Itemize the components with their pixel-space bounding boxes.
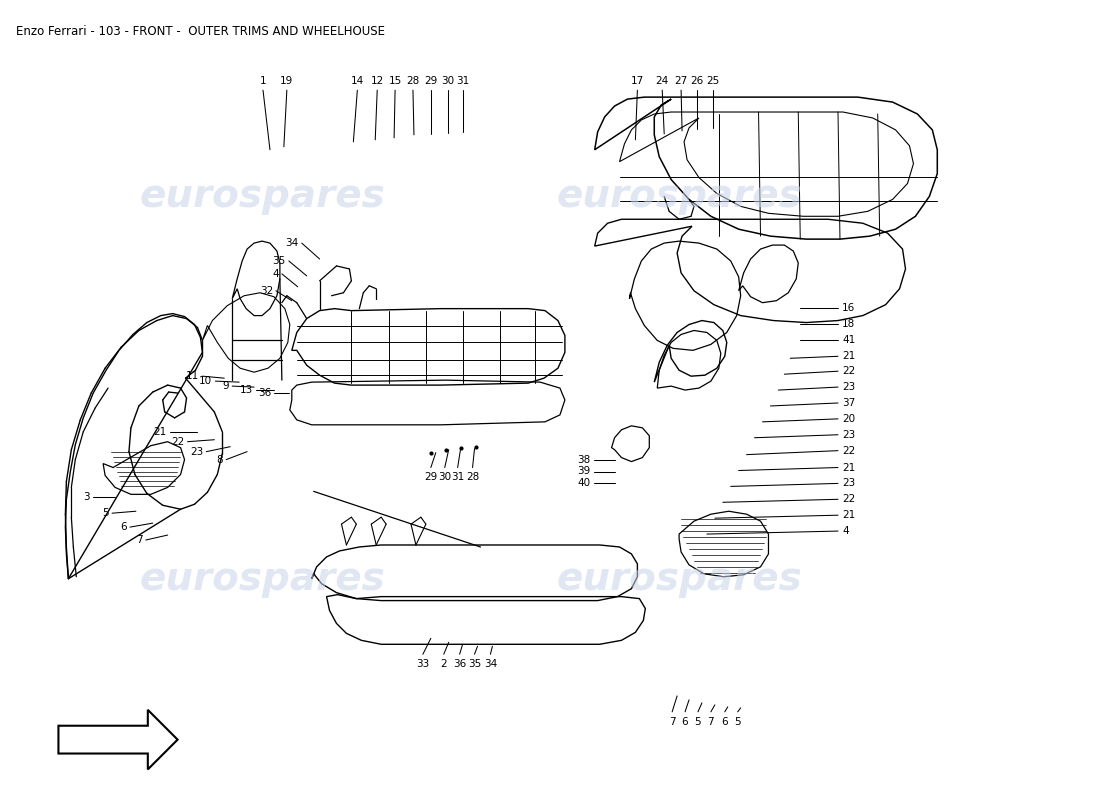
Text: 18: 18	[842, 318, 855, 329]
Text: 25: 25	[706, 76, 719, 86]
Text: 4: 4	[273, 269, 279, 279]
Text: 35: 35	[468, 659, 481, 669]
Text: 28: 28	[406, 76, 419, 86]
Text: 8: 8	[217, 454, 223, 465]
Text: 32: 32	[260, 286, 273, 296]
Text: 4: 4	[842, 526, 848, 536]
Text: 6: 6	[722, 717, 728, 726]
Text: 22: 22	[172, 437, 185, 446]
Text: 35: 35	[273, 256, 286, 266]
Text: 28: 28	[466, 473, 480, 482]
Text: 21: 21	[842, 351, 855, 362]
Text: 7: 7	[136, 535, 143, 545]
Text: eurospares: eurospares	[139, 560, 385, 598]
Text: 34: 34	[286, 238, 299, 248]
Text: 13: 13	[240, 385, 253, 395]
Text: 2: 2	[440, 659, 447, 669]
Text: 39: 39	[578, 466, 591, 477]
Text: eurospares: eurospares	[139, 178, 385, 215]
Text: 31: 31	[451, 473, 464, 482]
Text: 23: 23	[842, 478, 855, 489]
Text: 22: 22	[842, 366, 855, 376]
Text: eurospares: eurospares	[557, 560, 802, 598]
Text: 33: 33	[416, 659, 429, 669]
Text: 11: 11	[186, 371, 199, 381]
Text: 20: 20	[842, 414, 855, 424]
Text: 38: 38	[578, 454, 591, 465]
Text: 36: 36	[453, 659, 466, 669]
Text: 15: 15	[388, 76, 401, 86]
Text: 27: 27	[674, 76, 688, 86]
Text: 21: 21	[153, 426, 167, 437]
Text: 41: 41	[842, 335, 855, 346]
Text: 36: 36	[257, 388, 271, 398]
Text: 30: 30	[441, 76, 454, 86]
Text: 24: 24	[656, 76, 669, 86]
Text: 30: 30	[438, 473, 451, 482]
Text: 26: 26	[691, 76, 704, 86]
Text: 40: 40	[578, 478, 591, 489]
Text: 23: 23	[190, 446, 204, 457]
Text: 6: 6	[682, 717, 689, 726]
Text: 7: 7	[669, 717, 675, 726]
Text: 7: 7	[707, 717, 714, 726]
Text: 31: 31	[456, 76, 470, 86]
Text: 5: 5	[735, 717, 741, 726]
Text: 23: 23	[842, 382, 855, 392]
Text: 22: 22	[842, 446, 855, 456]
Text: 22: 22	[842, 494, 855, 504]
Text: 21: 21	[842, 462, 855, 473]
Text: 6: 6	[120, 522, 127, 532]
Text: 9: 9	[222, 381, 229, 391]
Text: 10: 10	[199, 376, 212, 386]
Text: 34: 34	[484, 659, 497, 669]
Text: 5: 5	[695, 717, 702, 726]
Text: 5: 5	[102, 508, 109, 518]
Text: 12: 12	[371, 76, 384, 86]
Text: Enzo Ferrari - 103 - FRONT -  OUTER TRIMS AND WHEELHOUSE: Enzo Ferrari - 103 - FRONT - OUTER TRIMS…	[15, 25, 385, 38]
Text: 19: 19	[280, 76, 294, 86]
Text: 3: 3	[84, 492, 90, 502]
Text: 16: 16	[842, 302, 855, 313]
Text: 29: 29	[425, 473, 438, 482]
Text: 1: 1	[260, 76, 266, 86]
Text: 23: 23	[842, 430, 855, 440]
Text: 37: 37	[842, 398, 855, 408]
Text: eurospares: eurospares	[557, 178, 802, 215]
Text: 21: 21	[842, 510, 855, 520]
Text: 14: 14	[351, 76, 364, 86]
Polygon shape	[58, 710, 177, 770]
Text: 17: 17	[630, 76, 644, 86]
Text: 29: 29	[425, 76, 438, 86]
